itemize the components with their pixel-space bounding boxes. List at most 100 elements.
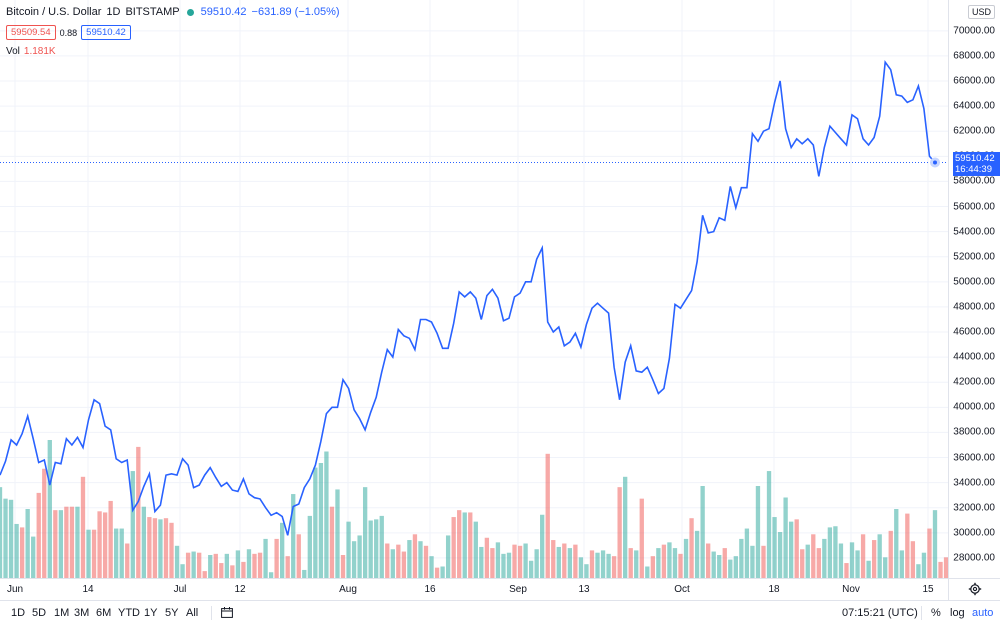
volume-bar (733, 556, 738, 578)
volume-bar (213, 553, 218, 578)
time-scale[interactable]: Jun 14 Jul 12 Aug 16 Sep 13 Oct 18 Nov 15 (0, 578, 948, 601)
range-button-ytd[interactable]: YTD (118, 607, 140, 619)
volume-bar (822, 538, 827, 578)
volume-bar (722, 548, 727, 578)
volume-bar (838, 543, 844, 578)
volume-bar (634, 550, 639, 578)
volume-bar (280, 522, 285, 578)
volume-bar (252, 553, 257, 578)
log-scale-button[interactable]: log (950, 607, 965, 619)
chart-pane[interactable]: Bitcoin / U.S. Dollar 1D BITSTAMP 59510.… (0, 0, 948, 578)
volume-bar (589, 550, 595, 578)
volume-bar (412, 534, 418, 578)
volume-bar (606, 553, 611, 578)
volume-bar (47, 440, 52, 578)
volume-bar (584, 564, 589, 578)
bid-price-box[interactable]: 59509.54 (6, 25, 56, 40)
volume-bar (423, 545, 429, 578)
ask-price-box[interactable]: 59510.42 (81, 25, 131, 40)
volume-bar (517, 545, 523, 578)
volume-bar (362, 487, 368, 578)
volume-bar (445, 535, 451, 578)
volume-bar (407, 540, 412, 578)
range-button-1y[interactable]: 1Y (144, 607, 158, 619)
volume-bar (700, 486, 705, 578)
symbol-name[interactable]: Bitcoin / U.S. Dollar (6, 6, 102, 18)
range-button-6m[interactable]: 6M (96, 607, 112, 619)
auto-scale-button[interactable]: auto (972, 607, 994, 619)
x-tick-label: Oct (674, 584, 690, 595)
x-tick-label: Nov (842, 584, 860, 595)
volume-bar (617, 487, 622, 578)
calendar-icon[interactable] (221, 607, 233, 618)
x-tick-label: Aug (339, 584, 357, 595)
exchange-label: BITSTAMP (125, 6, 180, 18)
volume-bar (805, 544, 810, 578)
volume-bar (628, 548, 633, 578)
x-tick-label: Jul (173, 584, 187, 595)
price-chart[interactable] (0, 0, 948, 578)
gear-icon[interactable] (968, 582, 982, 596)
volume-bar (374, 519, 379, 578)
volume-bar (335, 489, 340, 578)
percent-scale-button[interactable]: % (931, 607, 941, 619)
y-tick-label: 70000.00 (953, 25, 995, 37)
volume-bar (451, 517, 456, 578)
volume-bar (777, 532, 783, 578)
volume-bar (130, 471, 135, 578)
volume-bar (268, 572, 274, 578)
y-tick-label: 30000.00 (953, 527, 995, 539)
volume-bar (224, 553, 229, 578)
volume-bar (230, 565, 235, 578)
volume-bar (888, 530, 893, 578)
volume-bar (883, 557, 888, 578)
volume-bar (479, 546, 484, 578)
toolbar-divider (211, 606, 212, 620)
range-button-1m[interactable]: 1M (54, 607, 70, 619)
currency-selector[interactable]: USD (967, 5, 995, 19)
volume-bar (866, 560, 871, 578)
volume-bar (429, 556, 434, 578)
volume-bar (656, 548, 661, 578)
volume-bar (318, 463, 324, 578)
volume-bar (811, 534, 816, 578)
volume-bar (595, 552, 600, 578)
price-scale[interactable]: USD 28000.00 30000.00 32000.00 34000.00 3600… (948, 0, 1000, 578)
range-button-5y[interactable]: 5Y (165, 607, 179, 619)
y-tick-label: 44000.00 (953, 351, 995, 363)
symbol-legend: Bitcoin / U.S. Dollar 1D BITSTAMP 59510.… (6, 6, 340, 18)
volume-bar (346, 521, 351, 578)
volume-bar (141, 506, 147, 578)
volume-bar (490, 548, 495, 578)
volume-value: 1.181K (23, 46, 56, 57)
volume-bar (667, 542, 672, 578)
y-tick-label: 54000.00 (953, 226, 995, 238)
range-button-5d[interactable]: 5D (32, 607, 47, 619)
range-button-all[interactable]: All (186, 607, 199, 619)
volume-bar (313, 467, 318, 578)
volume-bar (357, 535, 362, 578)
range-button-1d[interactable]: 1D (11, 607, 26, 619)
volume-bar (706, 543, 711, 578)
volume-bar (783, 497, 788, 578)
volume-bar (462, 512, 467, 578)
volume-bar (329, 506, 335, 578)
volume-bar (434, 567, 440, 578)
volume-bar (114, 528, 119, 578)
y-tick-label: 52000.00 (953, 251, 995, 263)
volume-bar (761, 545, 766, 578)
volume-bar (14, 523, 19, 578)
volume-bar (351, 541, 357, 578)
volume-bar (927, 528, 932, 578)
volume-bar (540, 514, 545, 578)
volume-bar (219, 563, 224, 578)
volume-bar (185, 552, 191, 578)
volume-bar (241, 561, 246, 578)
range-button-3m[interactable]: 3M (74, 607, 90, 619)
volume-bar (932, 510, 938, 578)
volume-bar (401, 551, 407, 578)
utc-clock[interactable]: 07:15:21 (UTC) (842, 607, 918, 619)
volume-bar (943, 557, 948, 578)
volume-bar (3, 498, 8, 578)
volume-bar (528, 560, 534, 578)
